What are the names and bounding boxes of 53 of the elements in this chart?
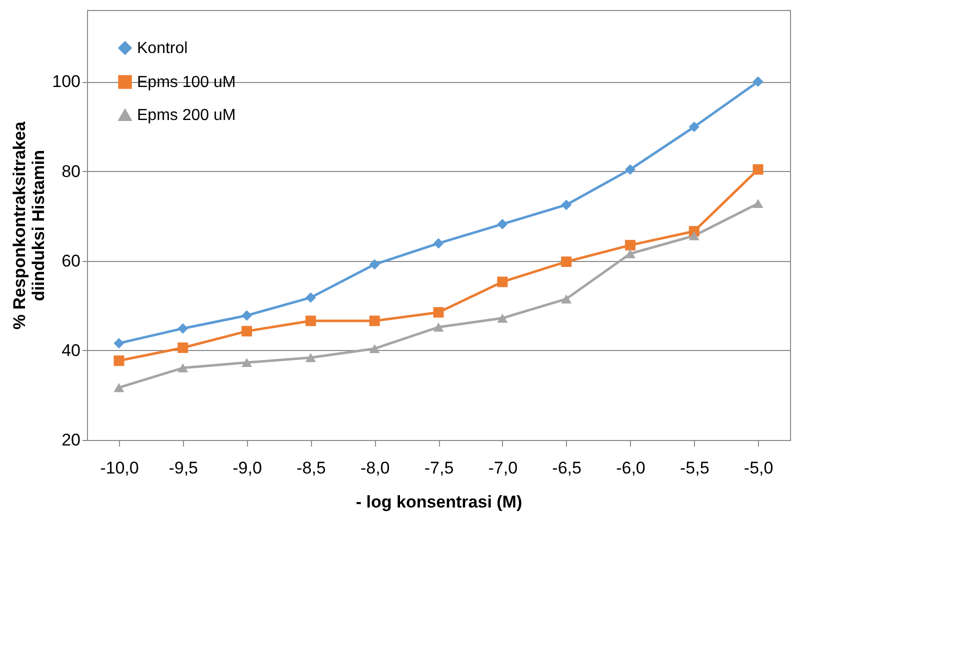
point <box>305 292 316 303</box>
x-tick-label: -10,0 <box>100 458 139 478</box>
point <box>114 338 124 348</box>
point <box>433 307 444 318</box>
point <box>561 294 572 304</box>
x-tick-label: -7,0 <box>488 458 518 478</box>
x-tick-label: -9,0 <box>232 458 262 478</box>
legend-label: Epms 100 uM <box>137 74 236 91</box>
point <box>433 238 444 249</box>
legend-label: Kontrol <box>137 40 188 57</box>
point <box>369 344 380 354</box>
point <box>752 164 764 175</box>
y-tick-label: 60 <box>62 251 80 270</box>
point <box>369 316 380 326</box>
x-tick-label: -5,0 <box>744 458 774 478</box>
x-tick-label: -9,5 <box>168 458 198 478</box>
point <box>688 122 700 132</box>
point <box>242 310 252 321</box>
y-tick-label: 20 <box>62 430 80 450</box>
point <box>688 231 700 240</box>
x-axis-title: - log konsentrasi (M) <box>356 492 522 512</box>
point <box>242 326 252 336</box>
y-axis-title: % Responkontraksitrakea diinduksi Histamin <box>10 121 48 330</box>
point <box>305 353 316 362</box>
point <box>242 358 252 368</box>
y-tick-label: 100 <box>52 72 80 92</box>
point <box>369 259 380 270</box>
x-tick-label: -5,5 <box>680 458 710 478</box>
point <box>497 314 508 323</box>
y-tick-label: 40 <box>62 340 80 360</box>
x-tick-label: -6,5 <box>552 458 582 478</box>
point <box>624 240 636 250</box>
point <box>624 164 636 175</box>
point <box>114 355 124 366</box>
point <box>114 383 124 392</box>
point <box>752 198 764 208</box>
point <box>178 342 188 353</box>
point <box>561 256 572 267</box>
point <box>624 249 636 258</box>
legend-label: Epms 200 uM <box>137 107 236 124</box>
point <box>497 276 508 288</box>
point <box>497 218 508 230</box>
x-tick-label: -6,0 <box>616 458 646 478</box>
point <box>752 76 764 87</box>
point <box>305 316 316 326</box>
x-tick-label: -8,5 <box>296 458 326 478</box>
point <box>178 323 188 334</box>
x-tick-label: -7,5 <box>424 458 454 478</box>
point <box>433 322 444 332</box>
point <box>178 363 188 372</box>
y-tick-label: 80 <box>62 162 80 181</box>
point <box>561 200 572 210</box>
x-tick-label: -8,0 <box>360 458 390 478</box>
